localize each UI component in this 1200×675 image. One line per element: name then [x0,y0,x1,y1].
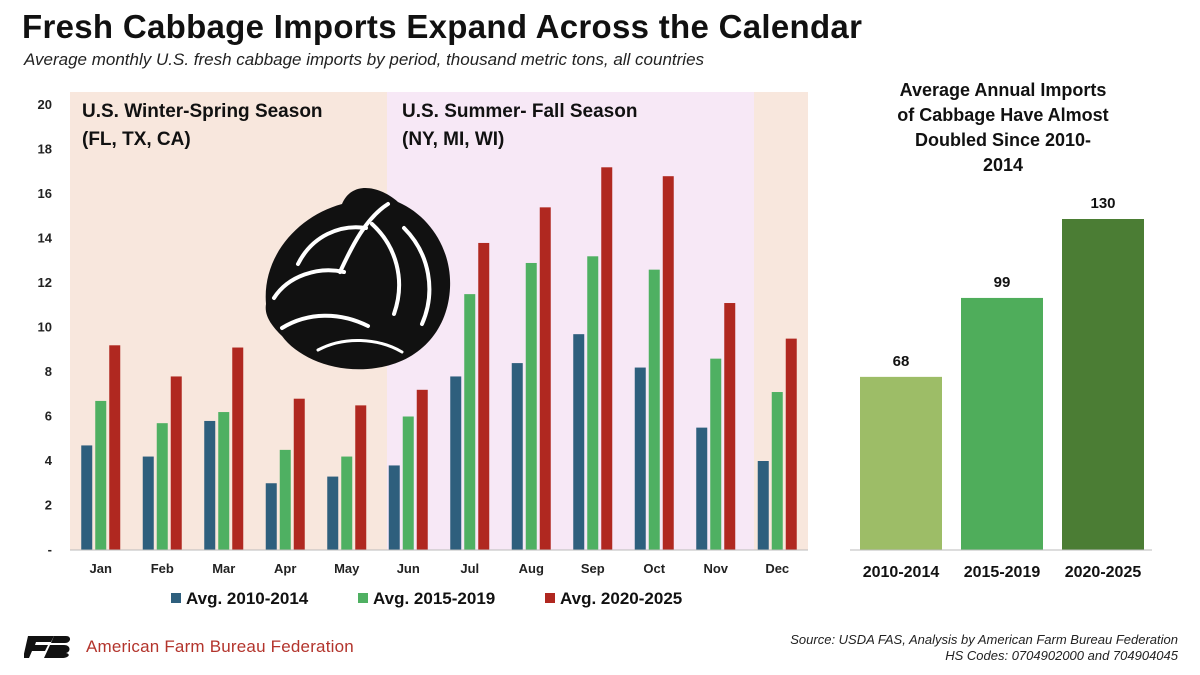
y-tick-label: 12 [38,275,52,290]
bar-jun-series-2 [402,416,414,550]
bar-may-series-2 [341,456,353,550]
annual-chart-title-line-1: Average Annual Imports [900,80,1107,100]
season-winter-label: U.S. Winter-Spring Season [82,101,323,122]
x-tick-label: Oct [643,561,665,576]
bar-jan-series-2 [95,400,107,550]
bar-jun-series-3 [416,389,428,550]
x-tick-label: Nov [703,561,728,576]
chart-subtitle: Average monthly U.S. fresh cabbage impor… [24,50,705,69]
legend-label-3: Avg. 2020-2025 [560,589,682,608]
x-tick-label: Aug [519,561,544,576]
annual-category-label: 2010-2014 [863,564,940,581]
bar-jan-series-1 [81,445,93,550]
bar-apr-series-2 [279,449,291,550]
bar-feb-series-3 [170,376,182,550]
legend-swatch-3 [545,593,555,603]
bar-jan-series-3 [109,345,121,550]
annual-bar-2010-2014 [860,376,942,550]
legend-swatch-1 [171,593,181,603]
x-tick-label: May [334,561,360,576]
bar-sep-series-2 [587,256,599,550]
annual-category-label: 2020-2025 [1065,564,1142,581]
annual-chart-title-line-3: Doubled Since 2010- [915,130,1091,150]
bar-mar-series-2 [218,412,230,550]
bar-feb-series-1 [142,456,154,550]
bar-nov-series-3 [724,303,736,550]
bar-jul-series-1 [450,376,462,550]
y-tick-label: 2 [45,498,52,513]
y-tick-label: 14 [38,231,53,246]
x-tick-label: Feb [151,561,174,576]
bar-may-series-1 [327,476,339,550]
bar-oct-series-2 [648,269,660,550]
season-winter-states: (FL, TX, CA) [82,129,191,150]
annual-chart-title-line-4: 2014 [983,155,1023,175]
bar-apr-series-1 [265,483,277,550]
annual-chart-title-line-2: of Cabbage Have Almost [897,105,1108,125]
bar-jun-series-1 [388,465,400,550]
bar-nov-series-2 [710,358,722,550]
bar-apr-series-3 [293,398,305,550]
bar-aug-series-2 [525,262,537,550]
bar-oct-series-1 [634,367,646,550]
bar-dec-series-3 [785,338,797,550]
legend: Avg. 2010-2014 Avg. 2015-2019 Avg. 2020-… [171,589,682,608]
x-tick-label: Jan [90,561,112,576]
annual-bar-2015-2019 [961,297,1043,550]
y-tick-label: 4 [45,453,53,468]
y-tick-label: 6 [45,409,52,424]
hs-codes-line: HS Codes: 0704902000 and 704904045 [945,648,1178,663]
annual-bar-2020-2025 [1062,219,1144,550]
x-tick-label: Sep [581,561,605,576]
brand: American Farm Bureau Federation [24,632,354,662]
annual-value-label: 68 [893,353,910,370]
source-line: Source: USDA FAS, Analysis by American F… [790,632,1178,647]
bar-aug-series-1 [511,363,523,550]
season-summer-label: U.S. Summer- Fall Season [402,101,637,122]
bar-mar-series-3 [232,347,244,550]
bar-jul-series-2 [464,294,476,550]
x-tick-label: Dec [765,561,789,576]
bar-dec-series-2 [771,392,783,550]
legend-label-2: Avg. 2015-2019 [373,589,495,608]
bar-mar-series-1 [204,420,216,550]
annual-value-label: 99 [994,274,1011,291]
bar-sep-series-3 [601,167,613,551]
bar-feb-series-2 [156,423,168,550]
x-tick-label: Jul [460,561,479,576]
bar-sep-series-1 [573,334,585,550]
chart-title: Fresh Cabbage Imports Expand Across the … [22,8,863,45]
bar-may-series-3 [355,405,367,550]
bar-nov-series-1 [696,427,708,550]
season-band-summer [387,92,754,550]
annual-value-label: 130 [1090,195,1115,212]
source-note: Source: USDA FAS, Analysis by American F… [790,632,1178,664]
bar-jul-series-3 [478,242,490,550]
cabbage-icon [265,187,451,370]
y-tick-label: 10 [38,320,52,335]
fb-logo-icon [24,636,71,658]
y-tick-label: 16 [38,186,52,201]
bar-dec-series-1 [757,461,769,550]
season-summer-states: (NY, MI, WI) [402,129,504,150]
y-tick-label: 20 [38,97,52,112]
x-tick-label: Mar [212,561,235,576]
x-tick-label: Apr [274,561,296,576]
annual-category-label: 2015-2019 [964,564,1041,581]
legend-swatch-2 [358,593,368,603]
legend-label-1: Avg. 2010-2014 [186,589,309,608]
x-tick-label: Jun [397,561,420,576]
y-tick-label: - [48,542,52,557]
y-tick-label: 18 [38,142,52,157]
y-tick-label: 8 [45,364,52,379]
brand-name: American Farm Bureau Federation [86,637,354,656]
bar-aug-series-3 [539,207,551,550]
bar-oct-series-3 [662,176,674,550]
